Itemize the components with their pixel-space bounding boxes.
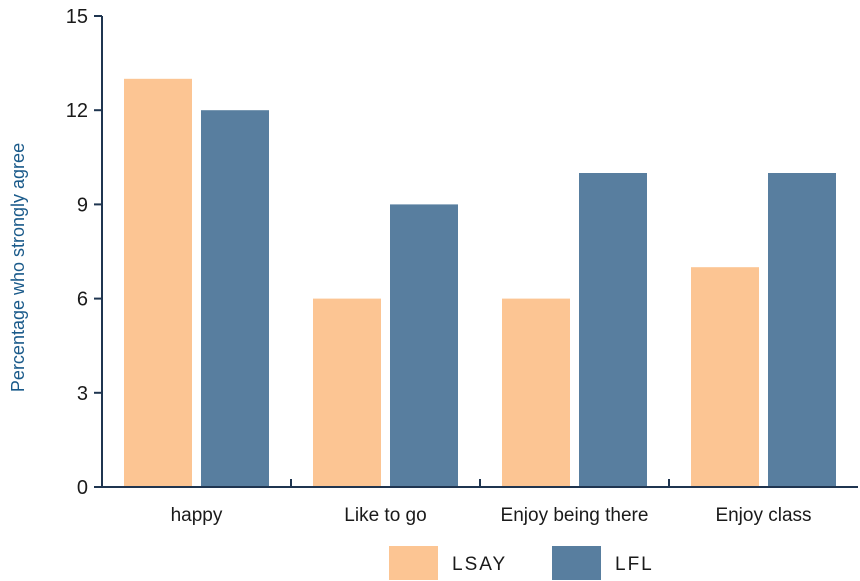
x-category-label: Like to go <box>344 505 426 526</box>
bar-lfl-4 <box>768 173 836 487</box>
legend-label-lfl: LFL <box>615 554 654 575</box>
y-tick-label: 3 <box>77 383 88 405</box>
legend-swatch-lfl <box>552 546 601 580</box>
y-ticks-group: 0 3 6 9 12 15 <box>66 6 102 499</box>
y-tick-label: 12 <box>66 100 88 122</box>
legend-label-lsay: LSAY <box>452 554 507 575</box>
x-category-label: Enjoy being there <box>501 505 649 526</box>
legend: LSAY LFL <box>389 546 654 580</box>
legend-swatch-lsay <box>389 546 438 580</box>
x-category-label: happy <box>171 505 223 526</box>
y-tick-label: 0 <box>77 477 88 499</box>
bar-lsay-3 <box>502 298 570 487</box>
bar-lsay-4 <box>691 267 759 487</box>
bars-group <box>124 78 836 488</box>
x-categories-group: happy Like to go Enjoy being there Enjoy cl… <box>171 479 812 526</box>
bar-lfl-1 <box>201 110 269 487</box>
y-tick-label: 6 <box>77 289 88 311</box>
y-axis-label: Percentage who strongly agree <box>8 143 28 392</box>
y-tick-label: 15 <box>66 6 88 28</box>
bar-lsay-2 <box>313 298 381 487</box>
bar-lfl-3 <box>579 173 647 487</box>
y-tick-label: 9 <box>77 194 88 216</box>
x-category-label: Enjoy class <box>715 505 811 526</box>
bar-lsay-1 <box>124 78 192 488</box>
bar-lfl-2 <box>390 204 458 487</box>
